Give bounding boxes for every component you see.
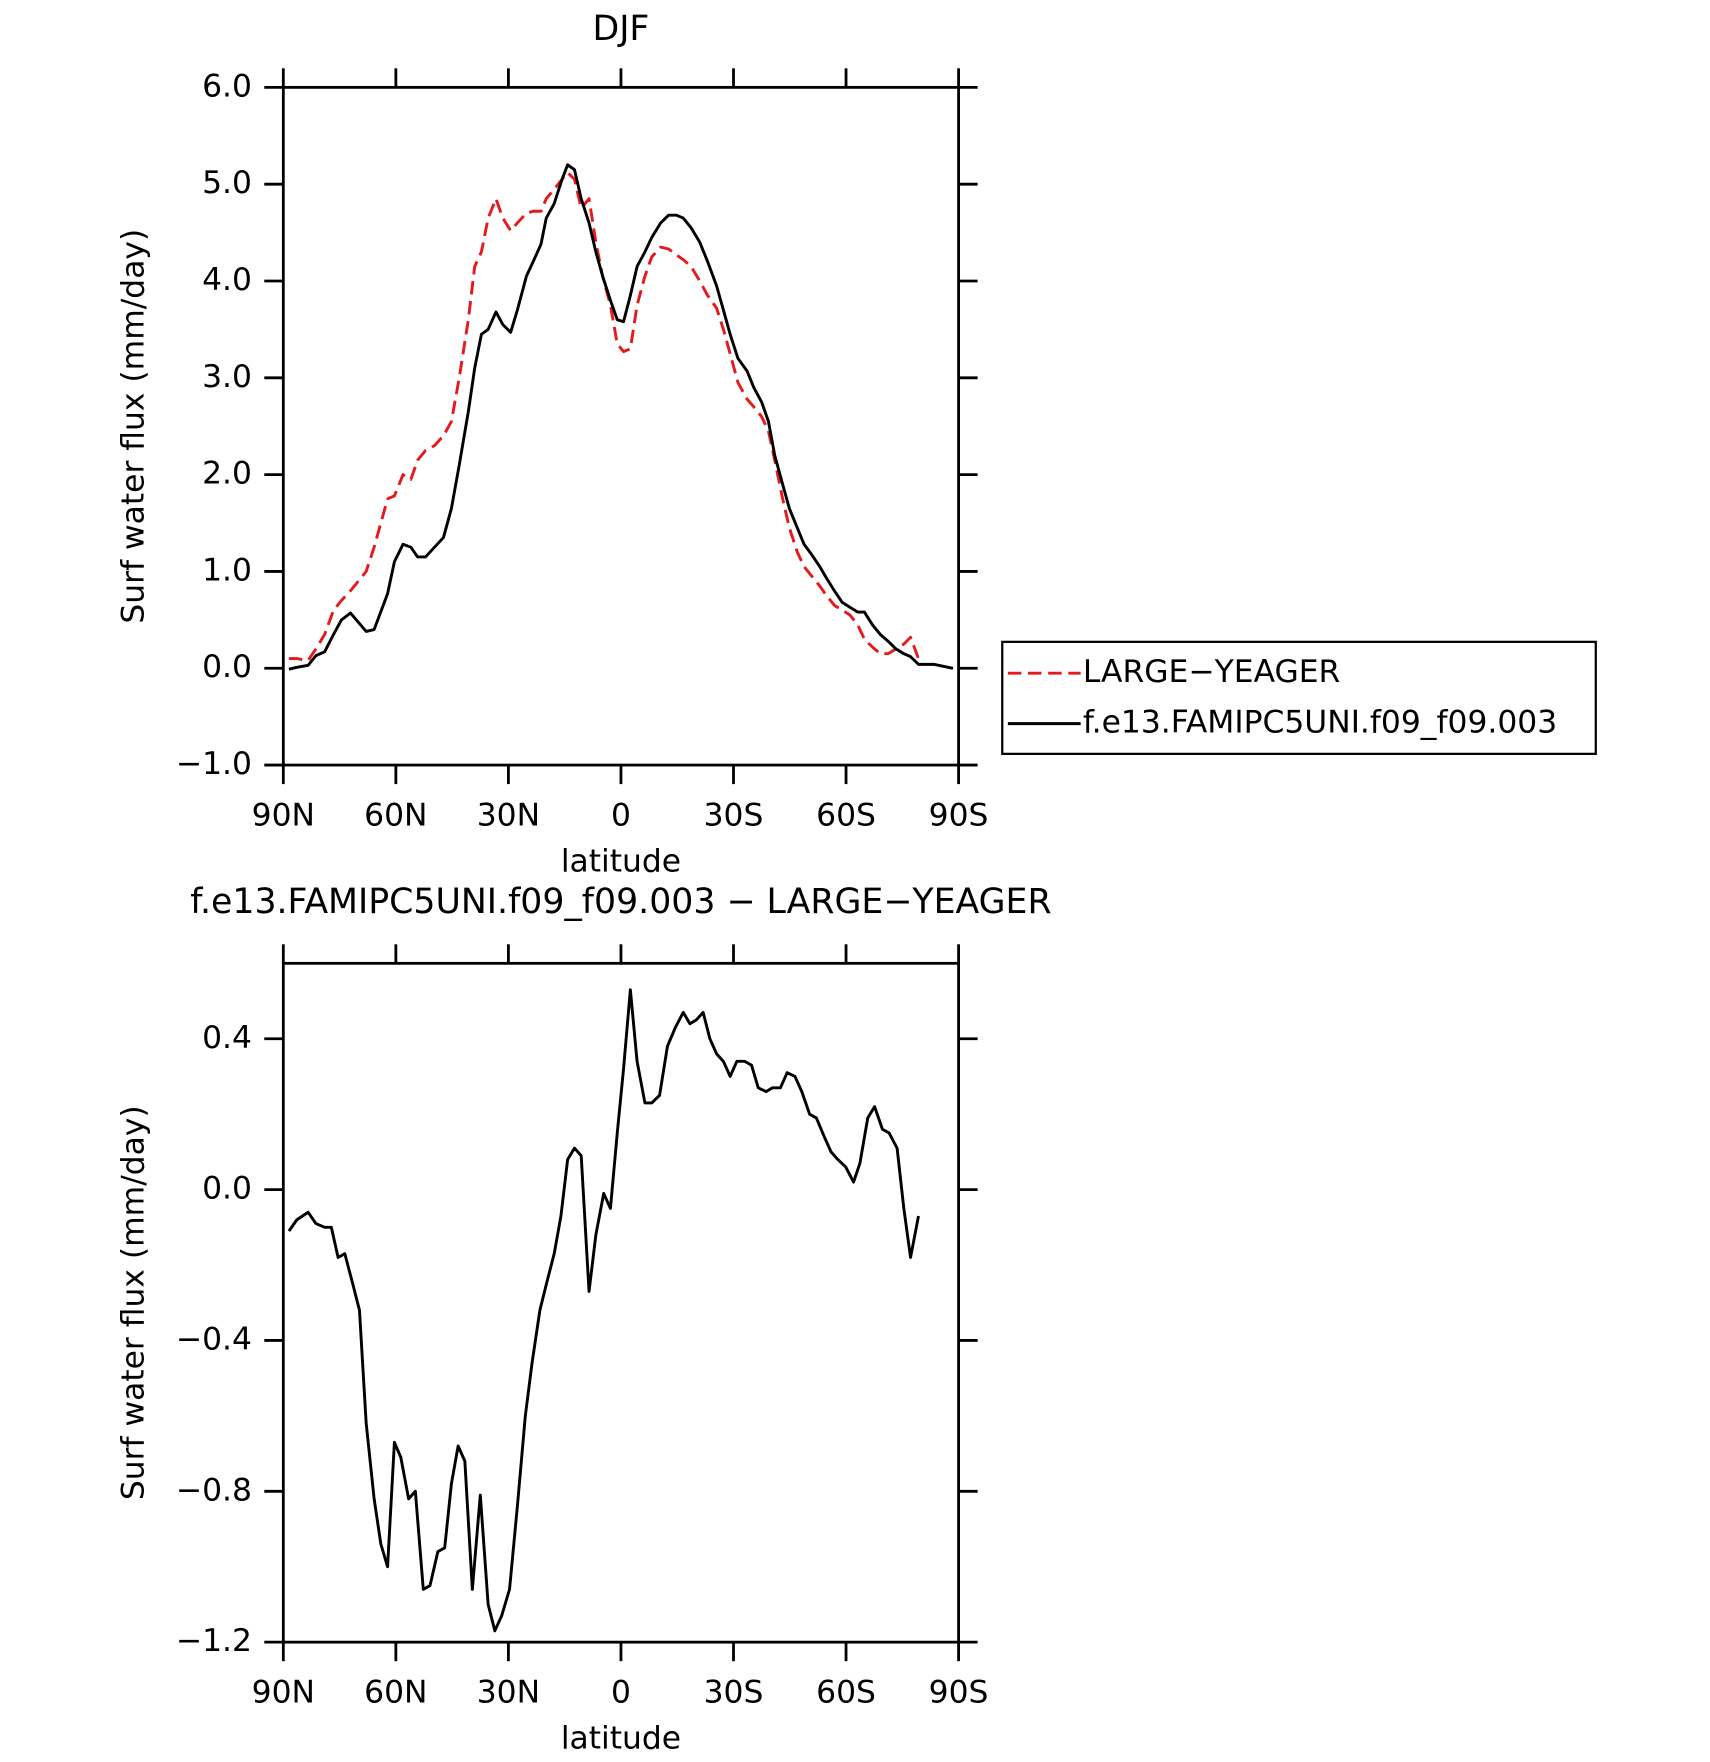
y-tick-label: 6.0 [202, 68, 252, 104]
data-line [287, 988, 920, 1633]
x-tick-label: 30N [477, 798, 540, 834]
y-tick-label: −0.8 [176, 1472, 252, 1508]
y-tick-label: 0.0 [202, 1171, 252, 1207]
y-tick-label: 1.0 [202, 552, 252, 588]
y-axis-label: Surf water flux (mm/day) [115, 1105, 151, 1500]
x-axis-label: latitude [561, 844, 681, 880]
y-tick-label: −1.2 [176, 1623, 252, 1659]
y-tick-label: 5.0 [202, 165, 252, 201]
x-tick-label: 60S [816, 1675, 876, 1711]
legend-label: LARGE−YEAGER [1083, 654, 1340, 690]
legend-label: f.e13.FAMIPC5UNI.f09_f09.003 [1083, 705, 1557, 741]
x-tick-label: 90S [929, 798, 989, 834]
x-tick-label: 90N [252, 798, 315, 834]
x-tick-label: 90N [252, 1675, 315, 1711]
y-axis-label: Surf water flux (mm/day) [115, 229, 151, 624]
x-tick-label: 30S [704, 1675, 764, 1711]
y-tick-label: 0.4 [202, 1020, 252, 1056]
x-tick-label: 0 [611, 1675, 631, 1711]
y-tick-label: 4.0 [202, 262, 252, 298]
legend-box [1001, 640, 1597, 755]
y-tick-label: 2.0 [202, 456, 252, 492]
x-tick-label: 90S [929, 1675, 989, 1711]
y-tick-label: −0.4 [176, 1321, 252, 1357]
y-tick-label: 0.0 [202, 649, 252, 685]
data-line [288, 163, 954, 671]
chart-title: f.e13.FAMIPC5UNI.f09_f09.003 − LARGE−YEA… [190, 882, 1051, 922]
plot-frame [281, 85, 960, 767]
plot-frame [281, 961, 960, 1644]
x-tick-label: 30S [704, 798, 764, 834]
x-tick-label: 60S [816, 798, 876, 834]
data-line [288, 171, 920, 663]
x-tick-label: 60N [364, 798, 427, 834]
x-tick-label: 30N [477, 1675, 540, 1711]
y-tick-label: −1.0 [176, 746, 252, 782]
x-tick-label: 0 [611, 798, 631, 834]
x-tick-label: 60N [364, 1675, 427, 1711]
y-tick-label: 3.0 [202, 359, 252, 395]
x-axis-label: latitude [561, 1721, 681, 1757]
chart-title: DJF [592, 9, 649, 49]
